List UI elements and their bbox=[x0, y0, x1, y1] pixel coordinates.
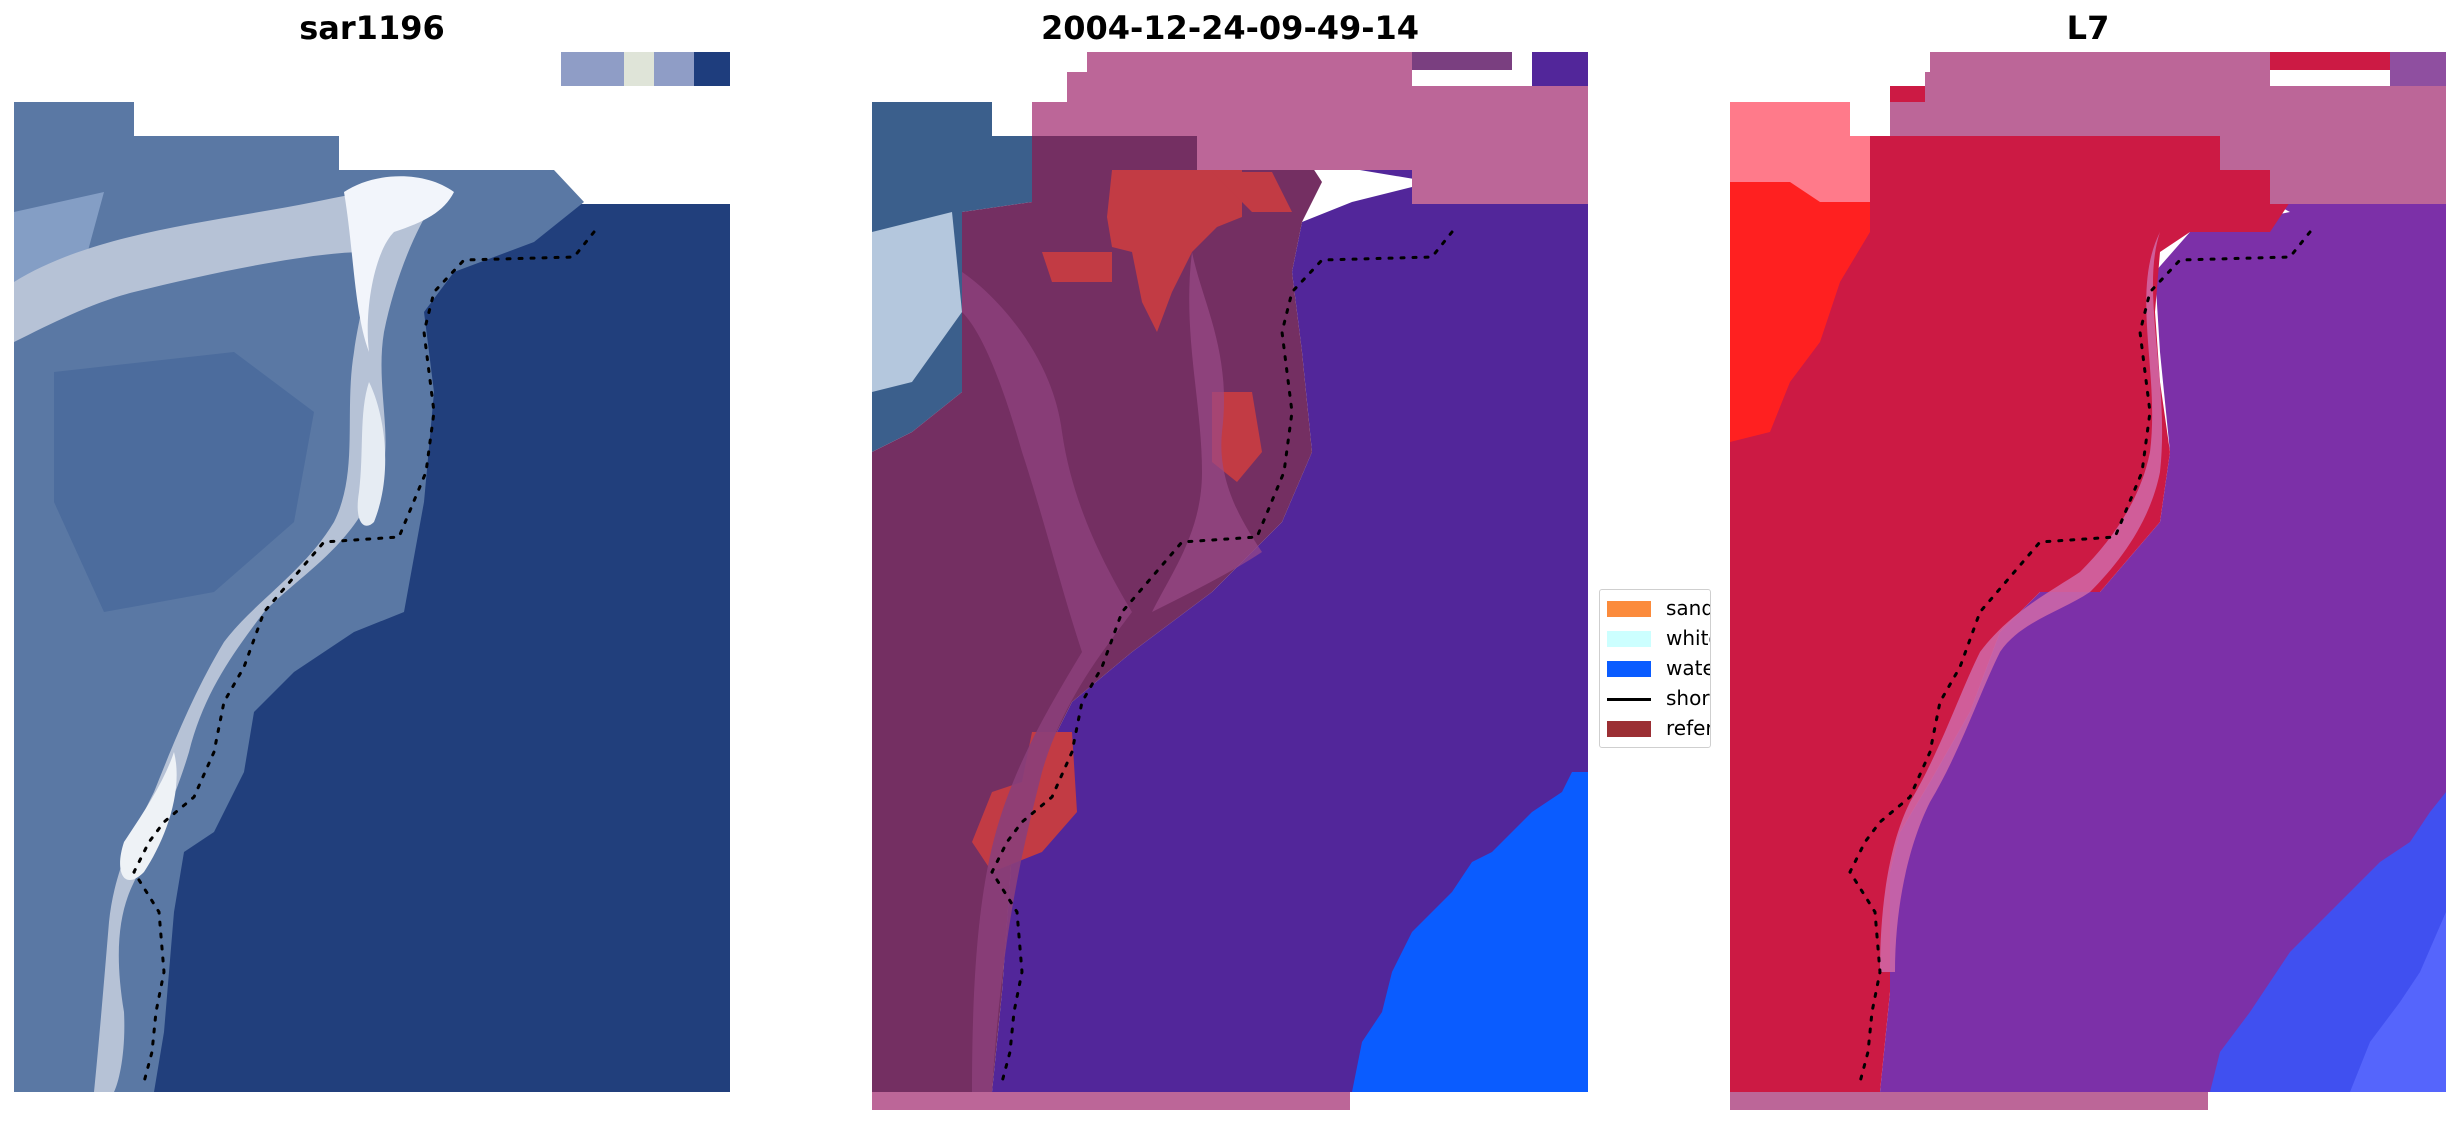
legend-label-shoreline: shoreline bbox=[1666, 686, 1710, 710]
legend-label-water: water bbox=[1666, 656, 1710, 680]
index-image-panel bbox=[1730, 52, 2446, 1112]
legend-item-sand: sand bbox=[1600, 592, 1711, 622]
panel-title-rgb: sar1196 bbox=[299, 9, 445, 47]
legend-item-reference-shoreline: reference shoreline bbox=[1600, 712, 1710, 742]
rgb-image-panel bbox=[14, 52, 730, 1112]
rgb-image bbox=[14, 52, 730, 1112]
legend-label-whitewater: whitewater bbox=[1666, 626, 1710, 650]
legend-swatch-reference bbox=[1607, 721, 1651, 737]
legend-label-reference: reference shoreline bbox=[1666, 716, 1710, 740]
legend-item-shoreline: shoreline bbox=[1600, 682, 1710, 712]
panel-title-classified: 2004-12-24-09-49-14 bbox=[1040, 9, 1420, 47]
legend-item-whitewater: whitewater bbox=[1600, 622, 1710, 652]
legend-label-sand: sand bbox=[1666, 596, 1711, 620]
legend: sand whitewater water shoreline referenc… bbox=[1599, 589, 1711, 748]
legend-item-water: water bbox=[1600, 652, 1710, 682]
classified-image bbox=[872, 52, 1588, 1112]
legend-line-shoreline bbox=[1607, 698, 1651, 701]
legend-swatch-water bbox=[1607, 661, 1651, 677]
classified-image-panel bbox=[872, 52, 1588, 1112]
panel-title-index: L7 bbox=[2066, 9, 2110, 47]
legend-swatch-whitewater bbox=[1607, 631, 1651, 647]
legend-swatch-sand bbox=[1607, 601, 1651, 617]
index-image bbox=[1730, 52, 2446, 1112]
